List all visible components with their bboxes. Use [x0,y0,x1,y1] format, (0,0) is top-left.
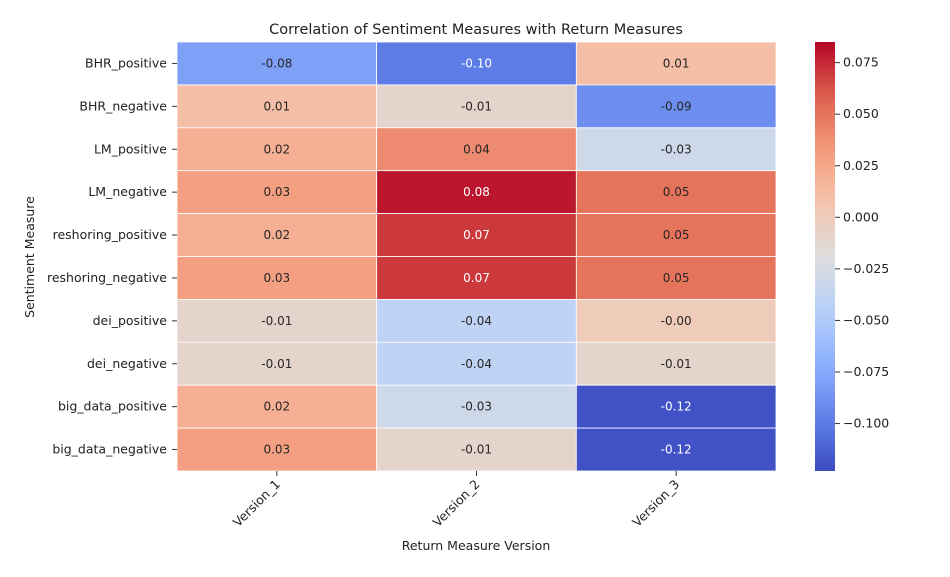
colorbar-ticks: 0.075 0.050 0.025 0.000 −0.025 −0.050 −0.075 −0… [835,55,889,431]
cell-value-label: -0.04 [461,357,492,371]
colorbar [815,42,835,471]
x-tick-label: Version_1 [230,477,283,530]
heatmap-cell [376,427,577,472]
cell-value-label: 0.07 [463,228,490,242]
y-tick-label: dei_positive [93,313,168,328]
x-tick-label: Version_2 [429,477,482,530]
heatmap-cell [376,41,577,86]
y-axis: BHR_positive BHR_negative LM_positive LM_ne… [47,55,177,457]
y-tick-label: reshoring_negative [47,270,167,285]
colorbar-tick-label: −0.025 [843,261,889,276]
cell-value-label: -0.01 [461,443,492,457]
cell-value-label: -0.08 [261,56,292,70]
cell-value-label: 0.04 [463,142,490,156]
cell-value-label: 0.03 [263,443,290,457]
y-tick-label: big_data_positive [58,399,167,414]
y-tick-label: BHR_positive [85,55,167,70]
y-tick-label: reshoring_positive [53,227,168,242]
colorbar-tick-label: −0.100 [843,416,889,431]
heatmap-cell [376,127,577,172]
cell-value-label: -0.12 [661,400,692,414]
cell-value-label: 0.02 [263,142,290,156]
heatmap-cell [575,41,777,86]
cell-value-label: -0.01 [461,99,492,113]
heatmap-cell [176,427,378,472]
cell-value-label: 0.02 [263,228,290,242]
colorbar-tick-label: 0.000 [843,209,879,224]
cell-value-label: 0.03 [263,271,290,285]
cell-value-label: 0.07 [463,271,490,285]
heatmap-cell [575,170,777,214]
cell-value-label: -0.04 [461,314,492,328]
heatmap-cell [575,256,777,300]
chart-title: Correlation of Sentiment Measures with R… [269,22,683,38]
cell-value-label: -0.00 [661,314,692,328]
cell-labels: -0.08 -0.10 0.01 0.01 -0.01 -0.09 0.02 0.04 -0.0… [261,56,691,456]
heatmap-cell [176,384,378,429]
heatmap-cell [575,341,777,386]
cell-value-label: -0.01 [261,357,292,371]
cell-value-label: -0.10 [461,56,492,70]
cell-value-label: 0.05 [663,228,690,242]
heatmap-cell [176,84,378,129]
colorbar-tick-label: 0.025 [843,158,879,173]
y-tick-label: dei_negative [87,356,167,371]
y-tick-label: LM_negative [88,184,167,199]
y-tick-label: big_data_negative [52,442,167,457]
cell-value-label: -0.09 [661,99,692,113]
cell-value-label: 0.03 [263,185,290,199]
cell-value-label: 0.01 [263,99,290,113]
heatmap-cell [176,341,378,386]
heatmap-cells [176,41,777,472]
colorbar-tick-label: −0.075 [843,364,889,379]
heatmap-cell [376,341,577,386]
colorbar-tick-label: −0.050 [843,312,889,327]
heatmap-cell [176,170,378,214]
colorbar-tick-label: 0.050 [843,106,879,121]
heatmap-cell [376,256,577,300]
heatmap-cell [575,298,777,343]
heatmap-cell [575,213,777,257]
heatmap-cell [376,213,577,257]
heatmap-cell [575,84,777,129]
cell-value-label: 0.01 [663,56,690,70]
x-axis: Version_1 Version_2 Version_3 [230,471,682,530]
y-tick-label: LM_positive [94,141,167,156]
y-axis-label: Sentiment Measure [22,196,37,318]
cell-value-label: 0.05 [663,271,690,285]
cell-value-label: 0.08 [463,185,490,199]
cell-value-label: -0.01 [661,357,692,371]
cell-value-label: 0.05 [663,185,690,199]
heatmap-cell [575,384,777,429]
cell-value-label: -0.01 [261,314,292,328]
cell-value-label: -0.12 [661,443,692,457]
cell-value-label: 0.02 [263,400,290,414]
x-axis-label: Return Measure Version [402,538,551,553]
colorbar-tick-label: 0.075 [843,55,879,70]
heatmap-cell [376,298,577,343]
cell-value-label: -0.03 [461,400,492,414]
heatmap-cell [176,213,378,257]
heatmap-cell [575,427,777,472]
cell-value-label: -0.03 [661,142,692,156]
x-tick-label: Version_3 [629,477,682,530]
heatmap-cell [176,298,378,343]
heatmap-cell [376,84,577,129]
heatmap-cell [176,41,378,86]
y-tick-label: BHR_negative [79,98,167,113]
